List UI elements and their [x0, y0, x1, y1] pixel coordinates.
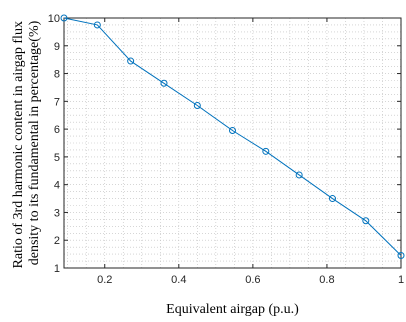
x-tick-label: 0.4	[171, 274, 186, 286]
data-point	[93, 21, 101, 29]
x-tick-label: 1	[398, 274, 404, 286]
x-tick-label: 0.8	[319, 274, 334, 286]
data-point	[193, 102, 201, 109]
x-tick-label: 0.2	[97, 274, 112, 286]
data-point	[328, 195, 336, 203]
ticks: 0.2 0.4 0.6 0.8 1 1 2 3 4 5 6 7 8 9 10	[48, 13, 404, 286]
data-point	[229, 127, 236, 134]
y-axis-label-line-2: density to its fundamental in percentage…	[27, 20, 42, 265]
y-tick-label: 6	[54, 124, 60, 136]
data-point	[295, 171, 303, 179]
data-point	[362, 217, 370, 225]
data-point	[397, 252, 405, 259]
axes	[63, 17, 402, 269]
series-line	[63, 17, 402, 256]
y-tick-label: 3	[54, 207, 60, 219]
plot-box	[63, 17, 402, 269]
y-axis-label-line-1: Ratio of 3rd harmonic content in airgap …	[11, 21, 26, 268]
y-tick-label: 1	[54, 263, 60, 275]
y-axis-label: Ratio of 3rd harmonic content in airgap …	[11, 18, 42, 269]
y-tick-label: 2	[54, 235, 60, 247]
x-axis-label: Equivalent airgap (p.u.)	[166, 302, 299, 317]
data-point	[160, 79, 168, 87]
x-tick-label: 0.6	[245, 274, 260, 286]
data-point	[127, 57, 135, 65]
y-tick-label: 5	[54, 152, 60, 164]
y-tick-label: 10	[48, 13, 60, 25]
data-point	[262, 147, 270, 155]
series	[60, 14, 405, 259]
y-tick-label: 8	[54, 69, 60, 81]
y-tick-label: 9	[54, 41, 60, 53]
y-tick-label: 7	[54, 96, 60, 108]
y-tick-label: 4	[54, 180, 60, 192]
data-point	[60, 14, 68, 22]
grid	[64, 17, 402, 269]
